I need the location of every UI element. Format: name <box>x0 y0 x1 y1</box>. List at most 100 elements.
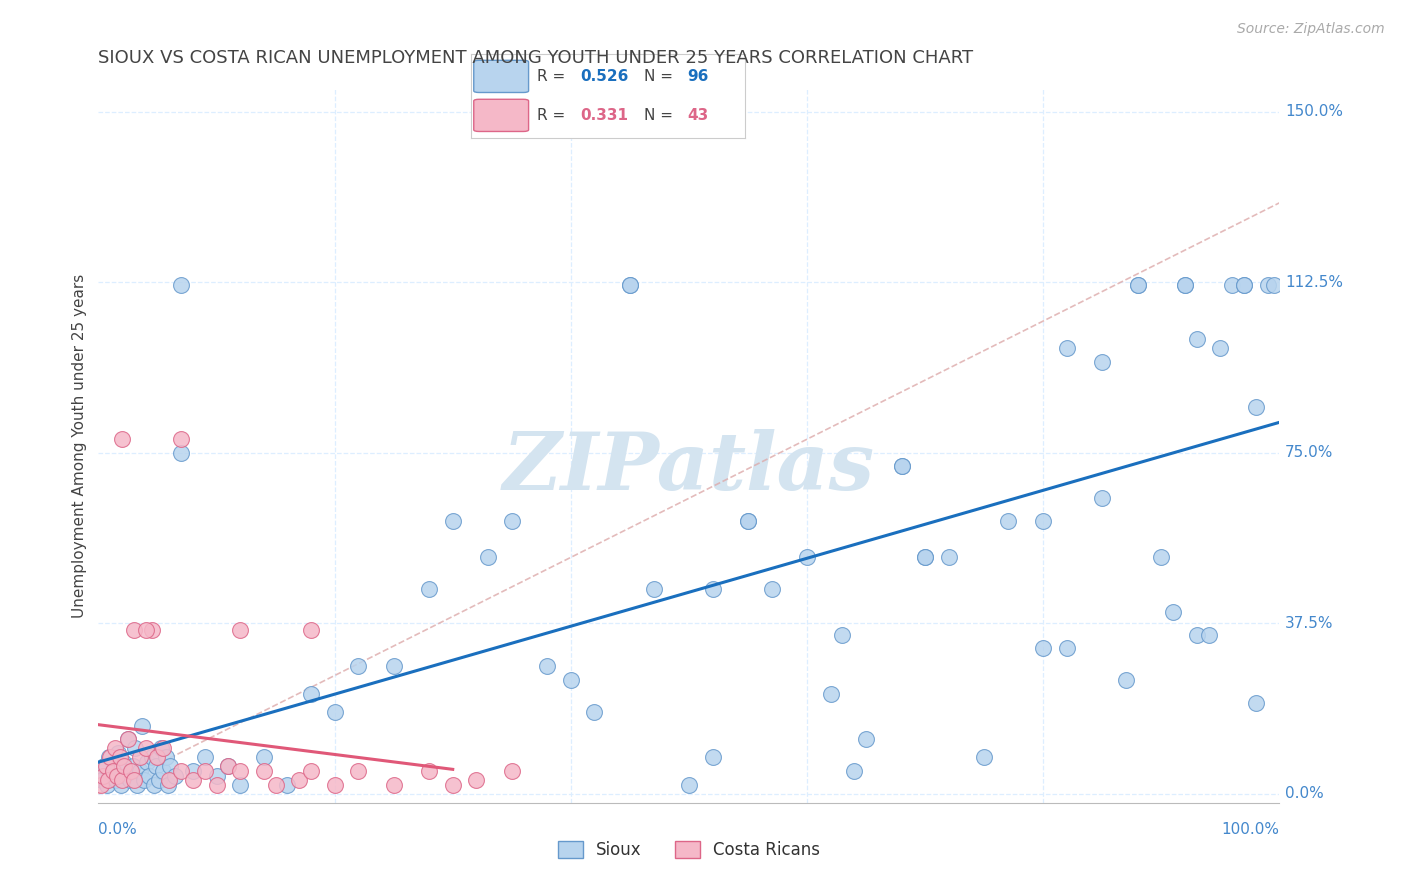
Point <box>501 764 523 778</box>
Point <box>108 750 131 764</box>
Text: 96: 96 <box>688 69 709 84</box>
Point <box>170 446 193 460</box>
Point <box>170 764 193 778</box>
Point <box>100 768 122 782</box>
Point <box>1233 277 1256 292</box>
Point <box>101 764 124 778</box>
Point <box>217 759 239 773</box>
Point <box>1150 550 1173 565</box>
Point <box>205 778 228 792</box>
Point <box>157 773 180 788</box>
Point <box>98 750 121 764</box>
Text: 0.0%: 0.0% <box>98 822 138 838</box>
Point <box>141 623 163 637</box>
Point <box>1185 332 1208 346</box>
Point <box>121 759 143 773</box>
Point <box>150 741 173 756</box>
Point <box>477 550 499 565</box>
Point <box>93 759 115 773</box>
Point <box>1263 277 1285 292</box>
Text: Source: ZipAtlas.com: Source: ZipAtlas.com <box>1237 22 1385 37</box>
Point <box>159 759 181 773</box>
Text: 43: 43 <box>688 108 709 123</box>
Point <box>96 778 118 792</box>
Point <box>157 778 180 792</box>
Point <box>97 773 120 788</box>
Point <box>229 623 252 637</box>
Point <box>288 773 311 788</box>
Point <box>1244 401 1267 415</box>
Point <box>94 759 117 773</box>
Point <box>229 778 252 792</box>
Point <box>98 750 121 764</box>
Point <box>737 514 759 528</box>
Point <box>418 764 440 778</box>
Point <box>890 459 912 474</box>
Point <box>142 778 165 792</box>
Text: 0.526: 0.526 <box>581 69 628 84</box>
Text: 100.0%: 100.0% <box>1222 822 1279 838</box>
Point <box>678 778 700 792</box>
Point <box>170 432 193 446</box>
Point <box>127 778 149 792</box>
Point <box>134 773 156 788</box>
Legend: Sioux, Costa Ricans: Sioux, Costa Ricans <box>551 834 827 866</box>
Point <box>844 764 866 778</box>
Point <box>536 659 558 673</box>
FancyBboxPatch shape <box>474 99 529 131</box>
Point <box>121 764 143 778</box>
Point <box>194 764 217 778</box>
Point <box>117 732 139 747</box>
Text: N =: N = <box>644 69 678 84</box>
Point <box>111 432 134 446</box>
Point <box>117 732 139 747</box>
Point <box>1174 277 1197 292</box>
Text: R =: R = <box>537 108 569 123</box>
Point <box>138 768 160 782</box>
Point <box>1032 641 1054 656</box>
Point <box>855 732 877 747</box>
Point <box>1091 491 1114 506</box>
Point <box>135 623 157 637</box>
Point <box>1209 341 1232 355</box>
Point <box>820 687 842 701</box>
Point <box>1032 514 1054 528</box>
Point <box>170 277 193 292</box>
Point <box>135 755 157 769</box>
Point <box>253 764 276 778</box>
Point <box>299 623 322 637</box>
Point <box>702 582 724 597</box>
Point <box>323 705 346 719</box>
Point <box>128 764 150 778</box>
Point <box>205 768 228 782</box>
Point <box>181 773 204 788</box>
Point <box>146 750 169 764</box>
Point <box>105 768 128 782</box>
Point <box>382 659 405 673</box>
Point <box>914 550 936 565</box>
Point <box>418 582 440 597</box>
Point <box>91 768 114 782</box>
Point <box>1126 277 1149 292</box>
Point <box>90 778 112 792</box>
Point <box>1198 627 1220 641</box>
Point <box>124 741 146 756</box>
Point <box>299 687 322 701</box>
Point <box>501 514 523 528</box>
Point <box>181 764 204 778</box>
Point <box>104 741 127 756</box>
Point <box>122 623 145 637</box>
Point <box>122 773 145 788</box>
Text: 37.5%: 37.5% <box>1285 615 1333 631</box>
Point <box>914 550 936 565</box>
Text: 75.0%: 75.0% <box>1285 445 1333 460</box>
Point <box>276 778 298 792</box>
Point <box>103 764 125 778</box>
Point <box>702 750 724 764</box>
Point <box>796 550 818 565</box>
Point <box>643 582 665 597</box>
Point <box>264 778 287 792</box>
Point <box>105 773 128 788</box>
Point <box>938 550 960 565</box>
Point <box>114 768 136 782</box>
